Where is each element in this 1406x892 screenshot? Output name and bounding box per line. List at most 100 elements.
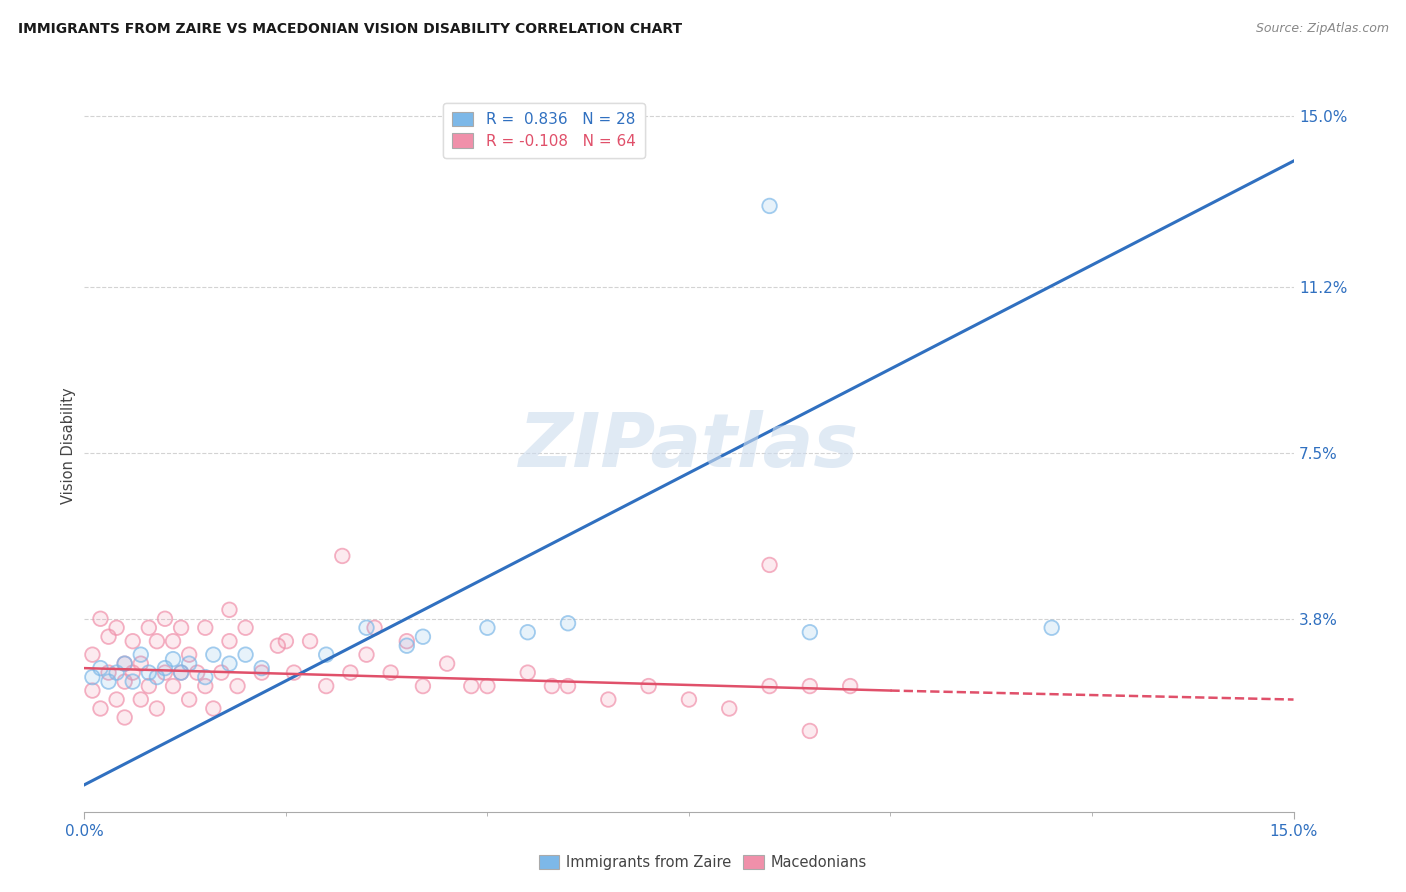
Point — [89, 661, 111, 675]
Point — [138, 679, 160, 693]
Point — [129, 648, 152, 662]
Point — [179, 657, 201, 671]
Point — [146, 701, 169, 715]
Point — [218, 657, 240, 671]
Point — [138, 665, 160, 680]
Point — [758, 679, 780, 693]
Point — [162, 652, 184, 666]
Point — [82, 670, 104, 684]
Point — [89, 612, 111, 626]
Point — [114, 657, 136, 671]
Point — [637, 679, 659, 693]
Point — [129, 657, 152, 671]
Point — [235, 648, 257, 662]
Point — [202, 648, 225, 662]
Point — [114, 674, 136, 689]
Point — [97, 630, 120, 644]
Point — [395, 634, 418, 648]
Point — [121, 665, 143, 680]
Y-axis label: Vision Disability: Vision Disability — [60, 388, 76, 504]
Point — [477, 621, 499, 635]
Point — [202, 648, 225, 662]
Point — [179, 648, 201, 662]
Point — [436, 657, 458, 671]
Point — [97, 674, 120, 689]
Point — [477, 679, 499, 693]
Point — [678, 692, 700, 706]
Point — [153, 612, 176, 626]
Point — [179, 692, 201, 706]
Point — [315, 648, 337, 662]
Point — [114, 674, 136, 689]
Point — [105, 621, 128, 635]
Point — [380, 665, 402, 680]
Point — [356, 621, 378, 635]
Point — [799, 625, 821, 640]
Point — [162, 634, 184, 648]
Point — [129, 648, 152, 662]
Point — [339, 665, 361, 680]
Point — [170, 665, 193, 680]
Point — [105, 665, 128, 680]
Point — [114, 710, 136, 724]
Legend: R =  0.836   N = 28, R = -0.108   N = 64: R = 0.836 N = 28, R = -0.108 N = 64 — [443, 103, 645, 158]
Point — [1040, 621, 1063, 635]
Point — [226, 679, 249, 693]
Point — [194, 679, 217, 693]
Point — [105, 692, 128, 706]
Point — [356, 621, 378, 635]
Point — [477, 679, 499, 693]
Point — [460, 679, 482, 693]
Point — [82, 683, 104, 698]
Point — [129, 692, 152, 706]
Point — [250, 661, 273, 675]
Point — [235, 621, 257, 635]
Point — [299, 634, 322, 648]
Point — [89, 661, 111, 675]
Point — [758, 558, 780, 572]
Point — [267, 639, 290, 653]
Point — [299, 634, 322, 648]
Point — [315, 679, 337, 693]
Point — [267, 639, 290, 653]
Point — [121, 634, 143, 648]
Point — [218, 603, 240, 617]
Point — [105, 621, 128, 635]
Point — [153, 661, 176, 675]
Point — [89, 701, 111, 715]
Point — [598, 692, 620, 706]
Point — [412, 630, 434, 644]
Point — [274, 634, 297, 648]
Text: Source: ZipAtlas.com: Source: ZipAtlas.com — [1256, 22, 1389, 36]
Point — [758, 679, 780, 693]
Point — [114, 657, 136, 671]
Point — [121, 674, 143, 689]
Point — [799, 723, 821, 738]
Point — [557, 679, 579, 693]
Point — [170, 621, 193, 635]
Point — [170, 621, 193, 635]
Point — [179, 657, 201, 671]
Point — [395, 639, 418, 653]
Point — [170, 665, 193, 680]
Point — [138, 679, 160, 693]
Point — [153, 612, 176, 626]
Point — [194, 621, 217, 635]
Point — [250, 665, 273, 680]
Point — [395, 639, 418, 653]
Point — [283, 665, 305, 680]
Point — [516, 625, 538, 640]
Point — [235, 648, 257, 662]
Point — [363, 621, 385, 635]
Point — [330, 549, 353, 563]
Point — [146, 634, 169, 648]
Point — [250, 665, 273, 680]
Point — [1040, 621, 1063, 635]
Point — [380, 665, 402, 680]
Point — [121, 674, 143, 689]
Point — [105, 665, 128, 680]
Point — [89, 701, 111, 715]
Point — [758, 558, 780, 572]
Point — [170, 665, 193, 680]
Point — [799, 723, 821, 738]
